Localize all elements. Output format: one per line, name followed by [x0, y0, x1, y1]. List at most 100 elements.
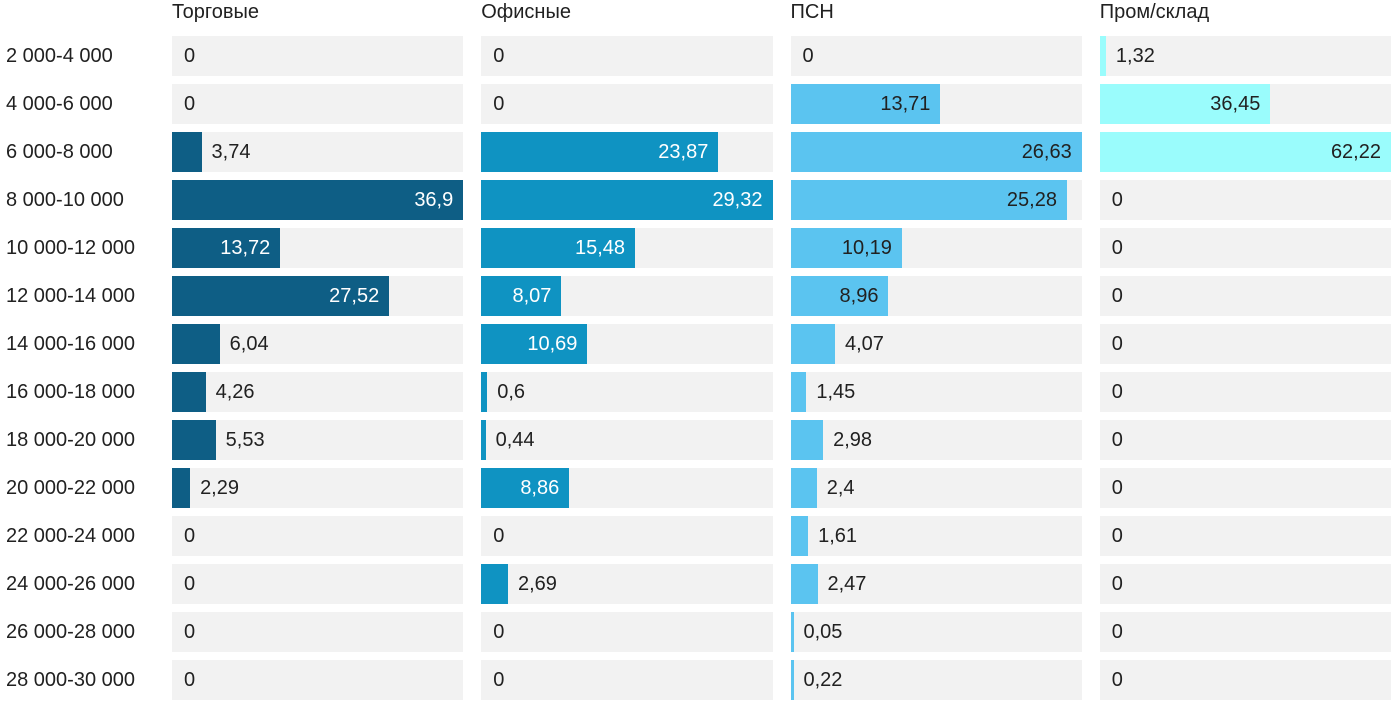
bar[interactable] [481, 564, 508, 604]
bar-track: 0,6 [481, 372, 773, 412]
bar-track: 0 [1099, 516, 1391, 556]
bar[interactable] [790, 468, 817, 508]
bar-value-label: 29,32 [712, 189, 763, 211]
bar-track: 0 [1099, 468, 1391, 508]
bar[interactable]: 36,9 [172, 180, 464, 220]
bar[interactable]: 15,48 [481, 228, 636, 268]
bar-track: 0 [1099, 228, 1391, 268]
bar[interactable] [790, 324, 835, 364]
bar-value-label: 15,48 [574, 237, 626, 259]
bar-track: 2,47 [790, 564, 1082, 604]
bar-value-label: 0 [184, 525, 196, 547]
bar-value-label: 3,74 [211, 141, 251, 163]
bar-track: 0 [1099, 372, 1391, 412]
bar[interactable]: 29,32 [481, 180, 773, 220]
bar-track: 5,53 [172, 420, 464, 460]
row-label: 14 000-16 000 [6, 332, 136, 355]
bar-track: 2,98 [790, 420, 1082, 460]
bar-track: 0 [1099, 324, 1391, 364]
bar[interactable] [790, 660, 794, 700]
row-label: 4 000-6 000 [6, 92, 113, 115]
bar[interactable] [790, 372, 807, 412]
grouped-bar-chart: Торговые Офисные ПСН Пром/склад 2 000-4 … [6, 1, 1391, 700]
bar-track: 0 [1099, 660, 1391, 700]
bar-track: 29,32 [481, 180, 773, 220]
row-label: 2 000-4 000 [6, 44, 113, 67]
bar[interactable]: 13,71 [790, 84, 941, 124]
bar-track: 0 [172, 36, 464, 76]
bar-value-label: 8,96 [839, 285, 879, 307]
bar-value-label: 2,4 [826, 477, 855, 499]
bar-track: 4,07 [790, 324, 1082, 364]
bar-value-label: 23,87 [658, 141, 709, 163]
bar[interactable] [172, 324, 220, 364]
bar-track: 0 [481, 516, 773, 556]
bar[interactable] [1099, 36, 1106, 76]
bar-value-label: 36,45 [1210, 93, 1261, 115]
bar-value-label: 0 [184, 45, 196, 67]
row-label: 12 000-14 000 [6, 284, 136, 307]
bar-track: 26,63 [790, 132, 1082, 172]
bar[interactable]: 10,19 [790, 228, 902, 268]
bar[interactable]: 8,96 [790, 276, 889, 316]
bar-track: 0 [481, 36, 773, 76]
bar-track: 1,61 [790, 516, 1082, 556]
bar[interactable]: 27,52 [172, 276, 390, 316]
bar[interactable] [481, 420, 486, 460]
bar-value-label: 0,05 [803, 621, 843, 643]
bar-value-label: 6,04 [229, 333, 269, 355]
bar-track: 36,45 [1099, 84, 1391, 124]
bar-value-label: 13,72 [220, 237, 271, 259]
bar[interactable]: 25,28 [790, 180, 1067, 220]
bar-value-label: 36,9 [414, 189, 454, 211]
bar-value-label: 2,47 [827, 573, 867, 595]
bar-value-label: 62,22 [1330, 141, 1381, 163]
bar-value-label: 8,07 [512, 285, 552, 307]
bar-value-label: 0 [184, 93, 196, 115]
bar-value-label: 13,71 [880, 93, 931, 115]
bar-track: 62,22 [1099, 132, 1391, 172]
bar[interactable] [172, 132, 202, 172]
bar[interactable] [790, 612, 794, 652]
bar-value-label: 0 [184, 621, 196, 643]
bar[interactable]: 36,45 [1099, 84, 1271, 124]
bar-track: 2,29 [172, 468, 464, 508]
bar[interactable]: 13,72 [172, 228, 281, 268]
bar[interactable]: 26,63 [790, 132, 1082, 172]
column-header-torgovye: Торговые [172, 1, 260, 23]
bar-value-label: 0 [493, 669, 505, 691]
bar[interactable] [790, 420, 824, 460]
bar-value-label: 0 [1111, 477, 1123, 499]
bar[interactable] [172, 420, 216, 460]
bar-track: 15,48 [481, 228, 773, 268]
bar[interactable] [481, 372, 488, 412]
bar-track: 0 [1099, 180, 1391, 220]
bar-value-label: 26,63 [1021, 141, 1072, 163]
bar[interactable] [790, 516, 809, 556]
bar-value-label: 0 [493, 93, 505, 115]
bar-track: 6,04 [172, 324, 464, 364]
bar[interactable]: 23,87 [481, 132, 719, 172]
bar-track: 0 [1099, 564, 1391, 604]
bar[interactable]: 10,69 [481, 324, 588, 364]
bar-value-label: 5,53 [225, 429, 265, 451]
bar-value-label: 1,32 [1115, 45, 1155, 67]
bar-track: 8,96 [790, 276, 1082, 316]
bar-value-label: 1,45 [816, 381, 856, 403]
bar-value-label: 2,29 [200, 477, 239, 499]
bar-track: 2,4 [790, 468, 1082, 508]
bar-value-label: 0,6 [497, 381, 526, 403]
row-label: 6 000-8 000 [6, 140, 113, 163]
bar-value-label: 0 [1111, 573, 1123, 595]
bar[interactable] [172, 468, 191, 508]
bar[interactable] [172, 372, 206, 412]
bar-track: 13,72 [172, 228, 464, 268]
bar-track: 0 [481, 612, 773, 652]
bar[interactable]: 8,07 [481, 276, 562, 316]
bar[interactable]: 62,22 [1099, 132, 1391, 172]
bar[interactable] [790, 564, 818, 604]
bar[interactable]: 8,86 [481, 468, 570, 508]
bar-track: 10,19 [790, 228, 1082, 268]
bar-track: 1,45 [790, 372, 1082, 412]
bar-track: 36,9 [172, 180, 464, 220]
